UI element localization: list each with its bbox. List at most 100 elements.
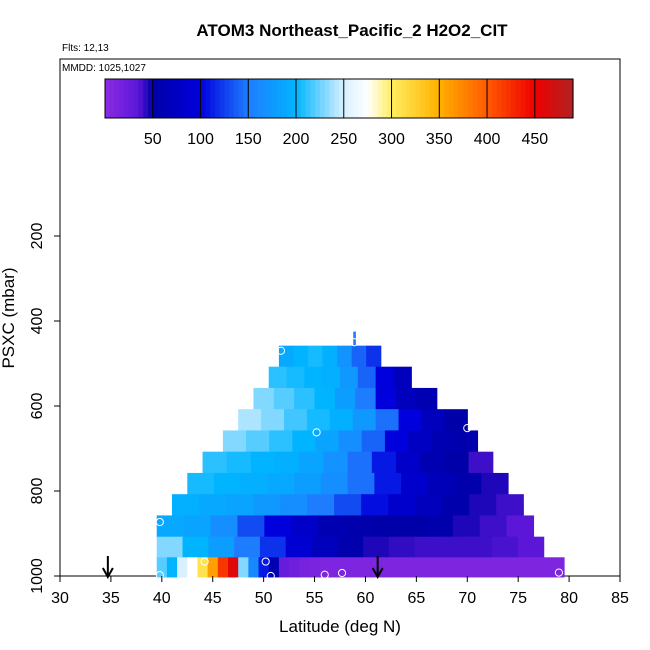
colorbar-swatch xyxy=(233,79,240,118)
colorbar-swatch xyxy=(405,79,412,118)
heatmap-cell xyxy=(401,566,412,578)
heatmap-cell xyxy=(217,557,229,568)
heatmap-cell xyxy=(351,356,367,368)
heatmap-cell xyxy=(411,566,423,578)
colorbar-swatch xyxy=(334,79,340,118)
colorbar: 50 100 150 200 250 300 350 400 450 xyxy=(104,78,574,148)
colorbar-swatch xyxy=(157,79,163,118)
heatmap-cell xyxy=(334,387,356,400)
heatmap-cell xyxy=(431,566,443,578)
heatmap-cell xyxy=(299,462,325,474)
heatmap-cell xyxy=(299,557,311,568)
sample-point xyxy=(155,517,164,527)
colorbar-swatch xyxy=(253,79,259,118)
colorbar-swatch xyxy=(477,79,483,118)
heatmap-cell xyxy=(226,462,252,474)
heatmap-cell xyxy=(363,547,390,558)
colorbar-swatch xyxy=(487,79,493,118)
colorbar-swatch xyxy=(286,79,292,118)
heatmap-cell xyxy=(361,494,389,506)
heatmap-cell xyxy=(187,472,215,485)
heatmap-cell xyxy=(375,366,395,378)
heatmap-cell xyxy=(543,566,555,578)
heatmap-cell xyxy=(183,515,212,527)
heatmap-cell xyxy=(234,547,261,558)
colorbar-swatch xyxy=(152,79,159,118)
heatmap-cell xyxy=(462,566,473,578)
x-tick-label: 70 xyxy=(458,590,476,607)
heatmap-cell xyxy=(278,345,295,357)
colorbar-swatch xyxy=(424,79,431,118)
colorbar-swatch xyxy=(491,79,498,118)
heatmap-cell xyxy=(468,451,494,463)
colorbar-swatch xyxy=(143,79,149,118)
heatmap-cell xyxy=(199,494,227,506)
colorbar-swatch xyxy=(496,79,502,118)
colorbar-swatch xyxy=(119,79,125,118)
heatmap-cell xyxy=(275,451,300,463)
heatmap-cell xyxy=(275,462,300,474)
heatmap-cell xyxy=(329,557,341,568)
heatmap-cell xyxy=(472,557,484,568)
heatmap-cell xyxy=(444,419,468,432)
heatmap-cell xyxy=(388,536,416,548)
heatmap-cell xyxy=(182,547,209,558)
heatmap-cell xyxy=(431,430,455,442)
heatmap-cell xyxy=(425,515,454,527)
heatmap-cell xyxy=(496,494,524,506)
heatmap-cell xyxy=(553,557,565,568)
heatmap-cell xyxy=(285,536,313,548)
heatmap-cell xyxy=(291,526,319,538)
heatmap-cell xyxy=(352,419,377,432)
colorbar-swatch xyxy=(248,79,254,118)
heatmap-cell xyxy=(441,557,453,568)
heatmap-cell xyxy=(268,566,280,578)
heatmap-cell xyxy=(363,536,390,548)
heatmap-cell xyxy=(375,398,397,410)
heatmap-cell xyxy=(337,345,353,357)
heatmap-cell xyxy=(492,547,519,558)
heatmap-cell xyxy=(299,566,311,578)
heatmap-cell xyxy=(502,557,514,568)
heatmap-cell xyxy=(250,462,276,474)
colorbar-swatch xyxy=(429,79,436,118)
heatmap-cell xyxy=(278,566,290,578)
colorbar-swatch xyxy=(458,79,464,118)
heatmap-cell xyxy=(258,557,270,568)
colorbar-swatch xyxy=(133,79,140,118)
heatmap-cell xyxy=(208,547,235,558)
colorbar-swatch xyxy=(358,79,364,118)
sample-point xyxy=(463,424,472,433)
heatmap-cell xyxy=(338,441,363,453)
colorbar-swatch xyxy=(205,79,211,118)
heatmap-cell xyxy=(384,430,409,442)
heatmap-cell xyxy=(156,557,168,568)
heatmap-cell xyxy=(269,441,293,453)
heatmap-cell xyxy=(214,472,242,485)
x-tick-label: 75 xyxy=(509,590,527,607)
heatmap-cell xyxy=(396,398,417,410)
colorbar-swatch xyxy=(510,79,517,118)
heatmap-cell xyxy=(183,526,212,538)
x-tick-label: 30 xyxy=(51,590,69,607)
heatmap-cell xyxy=(214,483,242,495)
heatmap-cell xyxy=(421,566,433,578)
heatmap-cell xyxy=(372,515,400,527)
colorbar-tick-label: 300 xyxy=(378,131,405,148)
heatmap-cell xyxy=(259,547,287,558)
heatmap-cell xyxy=(273,398,295,410)
heatmap-cell xyxy=(440,547,467,558)
heatmap-cell xyxy=(492,536,519,548)
colorbar-swatch xyxy=(401,79,407,118)
colorbar-swatch xyxy=(444,79,450,118)
heatmap-cell xyxy=(222,430,247,442)
heatmap-cell xyxy=(492,557,504,568)
colorbar-tick-label: 50 xyxy=(144,131,162,148)
colorbar-swatch xyxy=(391,79,397,118)
heatmap-cell xyxy=(398,515,427,527)
x-axis: 30 35 40 45 50 55 60 65 70 75 80 85 xyxy=(51,576,629,607)
colorbar-swatch xyxy=(343,79,350,118)
heatmap-cell xyxy=(401,557,412,568)
colorbar-tick-label: 100 xyxy=(187,131,214,148)
heatmap-cell xyxy=(366,345,382,357)
